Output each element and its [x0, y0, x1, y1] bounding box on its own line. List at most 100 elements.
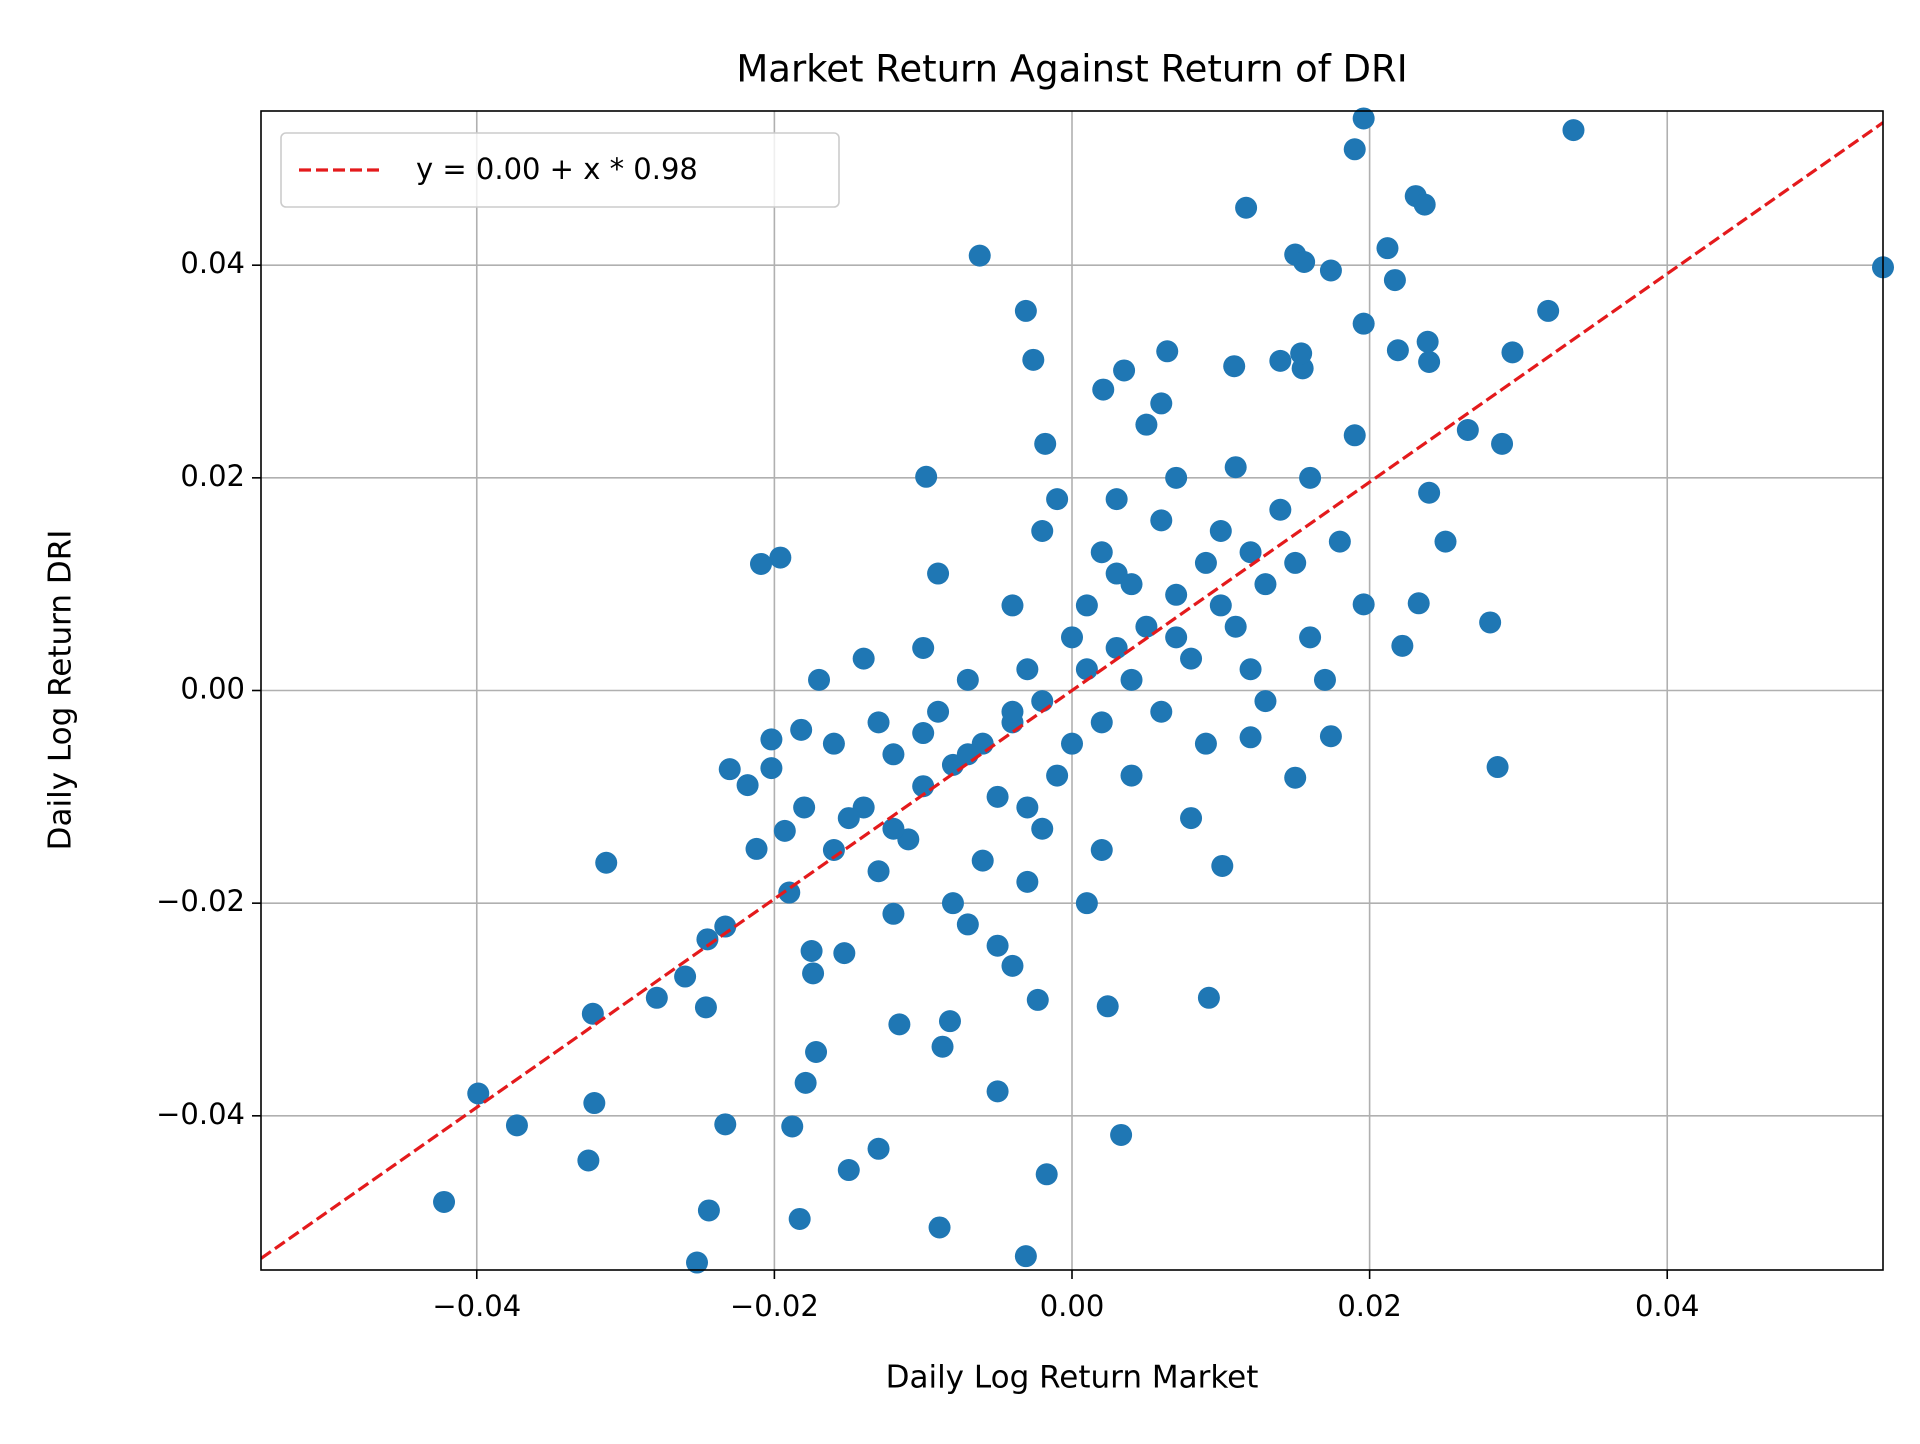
scatter-point: [749, 552, 772, 575]
scatter-point: [778, 881, 801, 904]
scatter-point: [1254, 573, 1277, 596]
scatter-point: [931, 1035, 954, 1058]
scatter-point: [1486, 756, 1509, 779]
scatter-point: [1319, 725, 1342, 748]
scatter-point: [1075, 594, 1098, 617]
scatter-point: [956, 913, 979, 936]
scatter-point: [1150, 700, 1173, 723]
scatter-point: [1418, 481, 1441, 504]
scatter-point: [1061, 626, 1083, 649]
y-tick-label: 0.00: [180, 672, 245, 706]
scatter-point: [1319, 259, 1342, 282]
scatter-point: [714, 1113, 737, 1136]
scatter-point: [467, 1082, 490, 1105]
scatter-point: [800, 940, 823, 963]
scatter-point: [1165, 626, 1188, 649]
scatter-point: [674, 965, 697, 988]
scatter-point: [760, 757, 783, 780]
scatter-point: [1110, 1123, 1133, 1146]
scatter-point: [1456, 418, 1479, 441]
scatter-point: [1034, 432, 1057, 455]
scatter-point: [1383, 269, 1406, 292]
y-tick-label: −0.02: [156, 884, 245, 918]
scatter-point: [1031, 520, 1054, 543]
scatter-point: [760, 728, 783, 751]
scatter-point: [1001, 954, 1024, 977]
scatter-point: [1180, 647, 1203, 670]
scatter-point: [833, 942, 856, 965]
legend: y = 0.00 + x * 0.98: [280, 132, 840, 208]
scatter-point: [1001, 594, 1024, 617]
chart-title: Market Return Against Return of DRI: [736, 48, 1407, 91]
scatter-point: [1026, 988, 1049, 1011]
scatter-point: [1194, 732, 1217, 755]
scatter-point: [1090, 541, 1113, 564]
scatter-point: [697, 1199, 720, 1222]
scatter-point: [867, 711, 890, 734]
x-tick-label: −0.02: [730, 1289, 819, 1323]
legend-box: [280, 132, 840, 208]
scatter-point: [793, 796, 816, 819]
x-tick-label: 0.00: [1040, 1289, 1105, 1323]
scatter-point: [694, 996, 717, 1019]
scatter-point: [1022, 348, 1045, 371]
scatter-point: [1239, 726, 1262, 749]
x-tick-label: 0.04: [1635, 1289, 1700, 1323]
scatter-point: [1105, 488, 1128, 511]
scatter-point: [941, 892, 964, 915]
scatter-point: [837, 1159, 860, 1182]
points: [433, 107, 1894, 1274]
scatter-point: [1479, 611, 1502, 634]
scatter-point: [1224, 456, 1247, 479]
scatter-point: [1537, 299, 1560, 322]
y-axis-label: Daily Log Return DRI: [43, 530, 79, 851]
scatter-point: [912, 722, 935, 745]
fit-line: [261, 121, 1883, 1260]
scatter-point: [882, 817, 905, 840]
scatter-point: [788, 1207, 811, 1230]
scatter-point: [986, 934, 1009, 957]
scatter-point: [1269, 498, 1292, 521]
scatter-point: [1352, 107, 1375, 130]
scatter-point: [1434, 530, 1457, 553]
scatter-point: [696, 928, 719, 951]
scatter-point: [1165, 583, 1188, 606]
scatter-point: [1156, 340, 1179, 363]
scatter-point: [1343, 138, 1366, 161]
y-tick-label: 0.04: [180, 246, 245, 280]
scatter-point: [1418, 350, 1441, 373]
scatter-point: [433, 1190, 456, 1213]
scatter-point: [1491, 432, 1514, 455]
scatter-point: [1235, 196, 1258, 219]
scatter-point: [1031, 690, 1054, 713]
scatter-point: [956, 668, 979, 691]
scatter-point: [867, 1137, 890, 1160]
scatter-point: [1343, 424, 1366, 447]
scatter-point: [1223, 355, 1246, 378]
scatter-point: [1180, 807, 1203, 830]
scatter-point: [1328, 530, 1351, 553]
scatter-point: [1061, 732, 1083, 755]
scatter-point: [912, 636, 935, 659]
scatter-point: [577, 1149, 600, 1172]
scatter-point: [781, 1115, 804, 1138]
scatter-point: [1014, 1245, 1037, 1268]
scatter-point: [790, 718, 813, 741]
scatter-point: [1284, 766, 1307, 789]
scatter-point: [927, 562, 950, 585]
scatter-point: [805, 1041, 828, 1064]
scatter-point: [867, 860, 890, 883]
scatter-point: [1135, 413, 1158, 436]
scatter-point: [1014, 299, 1037, 322]
x-axis-label: Daily Log Return Market: [886, 1360, 1259, 1396]
scatter-point: [1416, 330, 1439, 353]
scatter-point: [1046, 764, 1069, 787]
scatter-point: [1391, 634, 1414, 657]
scatter-point: [1211, 854, 1234, 877]
scatter-point: [583, 1092, 606, 1115]
scatter-point: [1299, 466, 1322, 489]
scatter-point: [1254, 690, 1277, 713]
overlay: −0.04 −0.02 0.00 0.02 0.04 −0.04 −0.02 0.00 0.02…: [156, 110, 1884, 1323]
